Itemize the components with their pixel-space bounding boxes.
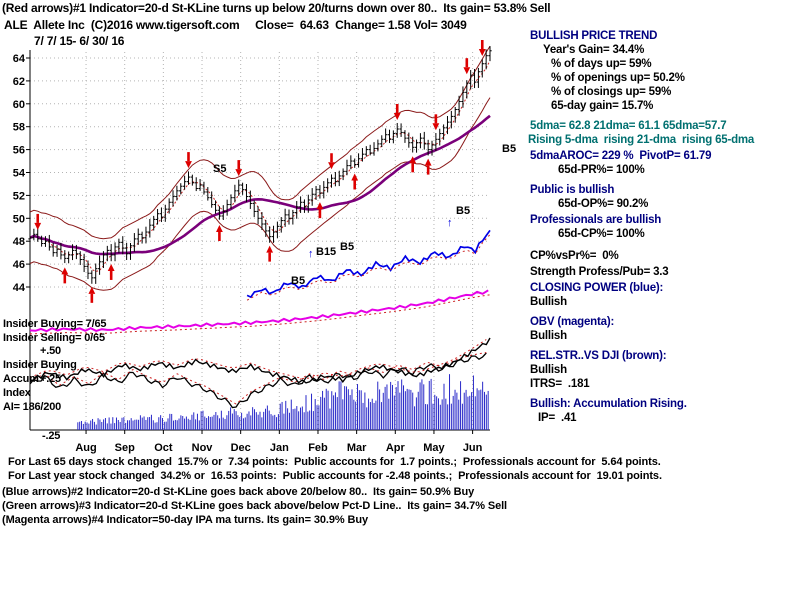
chart-left-label: Insider Selling= 0/65: [3, 332, 105, 344]
svg-text:50: 50: [13, 213, 25, 225]
chart-left-label: AI= 186/200: [3, 401, 62, 413]
stock-title-line: ALE Allete Inc (C)2016 www.tigersoft.com…: [4, 18, 467, 32]
svg-text:B5: B5: [291, 275, 305, 287]
accum-histogram: [77, 374, 489, 430]
svg-text:46: 46: [13, 259, 25, 271]
svg-text:B5: B5: [502, 143, 516, 155]
obv-line: [29, 289, 491, 335]
svg-text:44: 44: [13, 282, 26, 294]
right-panel-line: OBV (magenta):: [530, 316, 615, 328]
right-panel-line: % of days up= 59%: [551, 58, 652, 70]
right-panel-line: CLOSING POWER (blue):: [530, 282, 664, 294]
svg-text:Jan: Jan: [270, 442, 289, 454]
svg-text:Jun: Jun: [463, 442, 483, 454]
right-panel-line: Year's Gain= 34.4%: [543, 44, 645, 56]
right-panel-line: 65d-PR%= 100%: [558, 164, 645, 176]
svg-text:62: 62: [13, 76, 25, 88]
right-panel-line: 65d-OP%= 90.2%: [558, 198, 649, 210]
chart-left-label: Insider Buying= 7/65: [3, 318, 107, 330]
svg-text:↑: ↑: [447, 217, 453, 229]
rel-strength-line: [29, 337, 491, 384]
ohlc-bars: [28, 46, 492, 284]
sell-arrows: [34, 40, 486, 230]
footer-line: (Magenta arrows)#4 Indicator=50-day IPA …: [2, 514, 368, 526]
month-labels: Aug Sep Oct Nov Dec Jan Feb Mar Apr May Jun: [75, 430, 483, 454]
y-axis-labels: 64 62 60 58 56 54 52 50 48 46 44: [13, 53, 26, 294]
svg-text:Sep: Sep: [115, 442, 135, 454]
svg-text:Feb: Feb: [308, 442, 328, 454]
indicator1-summary-line: (Red arrows)#1 Indicator=20-d St-KLine t…: [2, 1, 551, 15]
svg-text:48: 48: [13, 236, 25, 248]
grid: [30, 52, 490, 430]
chart-left-label: -.25: [42, 430, 61, 442]
svg-text:54: 54: [13, 168, 26, 180]
svg-text:B5: B5: [340, 241, 354, 253]
svg-text:60: 60: [13, 99, 25, 111]
svg-text:Nov: Nov: [192, 442, 214, 454]
right-panel-line: 5dmaAROC= 229 % PivotP= 61.79: [530, 150, 712, 162]
right-panel-line: Bullish: [530, 296, 567, 308]
svg-text:↑: ↑: [308, 248, 314, 260]
svg-text:B15: B15: [316, 246, 336, 258]
right-panel-line: BULLISH PRICE TREND: [530, 30, 658, 42]
date-range-line: 7/ 7/ 15- 6/ 30/ 16: [34, 34, 125, 48]
right-panel-line: 65d-CP%= 100%: [558, 228, 645, 240]
ma-21d-dotted: [29, 60, 491, 273]
right-panel-line: Bullish: [530, 330, 567, 342]
right-panel-line: % of closings up= 59%: [551, 86, 672, 98]
right-panel-line: Professionals are bullish: [530, 214, 662, 226]
svg-text:Oct: Oct: [154, 442, 173, 454]
buy-arrows: [61, 156, 432, 303]
right-panel-line: % of openings up= 50.2%: [551, 72, 685, 84]
right-panel-line: 65-day gain= 15.7%: [551, 100, 654, 112]
chart-left-label: +.25: [40, 373, 61, 385]
footer-line: For Last 65 days stock changed 15.7% or …: [8, 456, 661, 468]
chart-left-label: Index: [3, 387, 31, 399]
right-panel-line: ITRS= .181: [530, 378, 590, 390]
svg-text:64: 64: [13, 53, 26, 65]
svg-text:Mar: Mar: [347, 442, 367, 454]
svg-text:S5: S5: [213, 163, 226, 175]
right-panel-line: 5dma= 62.8 21dma= 61.1 65dma=57.7: [530, 120, 727, 132]
right-panel-line: REL.STR..VS DJI (brown):: [530, 350, 667, 362]
svg-text:52: 52: [13, 190, 25, 202]
svg-text:56: 56: [13, 145, 25, 157]
right-panel-line: CP%vsPr%= 0%: [530, 250, 619, 262]
svg-text:Aug: Aug: [75, 442, 96, 454]
right-panel-line: Rising 5-dma rising 21-dma rising 65-dma: [528, 134, 755, 146]
ma-65d-line: [29, 114, 491, 256]
right-panel-line: Bullish: [530, 364, 567, 376]
svg-text:Apr: Apr: [386, 442, 406, 454]
svg-text:Dec: Dec: [231, 442, 251, 454]
footer-line: (Blue arrows)#2 Indicator=20-d St-KLine …: [2, 486, 475, 498]
right-panel-line: Public is bullish: [530, 184, 615, 196]
chart-left-label: +.50: [40, 345, 61, 357]
right-panel-line: IP= .41: [538, 412, 577, 424]
footer-line: For Last year stock changed 34.2% or 16.…: [8, 470, 662, 482]
right-panel-line: Bullish: Accumulation Rising.: [530, 398, 687, 410]
svg-text:May: May: [423, 442, 445, 454]
chart-left-label: Insider Buying: [3, 359, 77, 371]
svg-text:58: 58: [13, 122, 25, 134]
right-panel-line: Strength Profess/Pub= 3.3: [530, 266, 669, 278]
chart-left-label: Accum: [3, 373, 39, 385]
closing-power-line: [246, 229, 491, 301]
svg-text:B5: B5: [456, 205, 470, 217]
footer-line: (Green arrows)#3 Indicator=20-d St-KLine…: [2, 500, 508, 512]
